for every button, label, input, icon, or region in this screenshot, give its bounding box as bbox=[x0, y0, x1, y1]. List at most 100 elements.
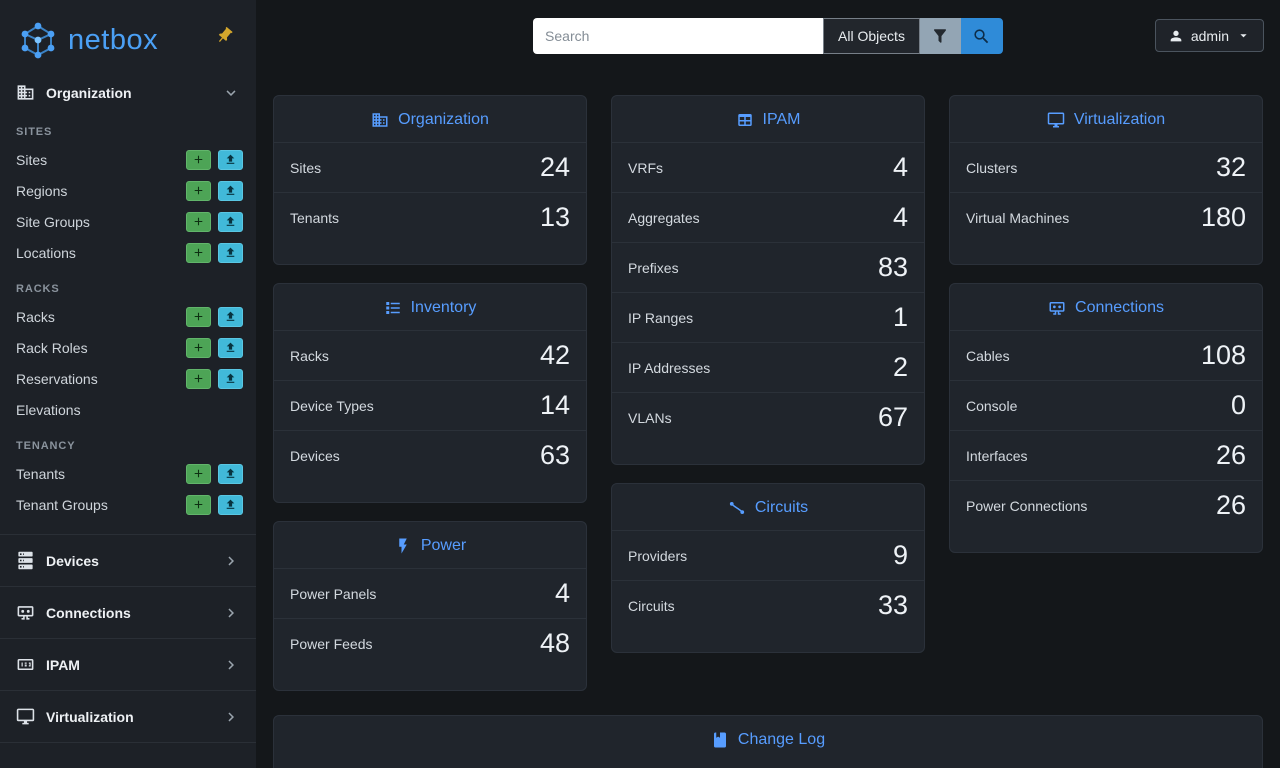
sidebar-item-racks[interactable]: Racks bbox=[0, 301, 256, 332]
nav-link[interactable]: Locations bbox=[16, 244, 76, 261]
pin-sidebar-button[interactable] bbox=[211, 22, 238, 49]
stat-value[interactable]: 48 bbox=[539, 628, 570, 658]
stat-value[interactable]: 13 bbox=[539, 202, 570, 232]
stat-value[interactable]: 4 bbox=[892, 152, 908, 182]
stat-value[interactable]: 83 bbox=[877, 252, 908, 282]
stat-label[interactable]: Virtual Machines bbox=[966, 209, 1070, 226]
username: admin bbox=[1190, 27, 1229, 44]
stat-label[interactable]: Cables bbox=[966, 347, 1010, 364]
funnel-icon bbox=[931, 27, 949, 45]
stat-value[interactable]: 14 bbox=[539, 390, 570, 420]
add-button[interactable] bbox=[186, 337, 211, 358]
stat-label[interactable]: VRFs bbox=[628, 159, 663, 176]
import-button[interactable] bbox=[218, 149, 243, 170]
search-button[interactable] bbox=[960, 18, 1003, 54]
stat-value[interactable]: 4 bbox=[892, 202, 908, 232]
sidebar-item-virtualization[interactable]: Virtualization bbox=[0, 691, 256, 743]
nav-link[interactable]: Tenants bbox=[16, 465, 66, 482]
stat-value[interactable]: 180 bbox=[1200, 202, 1246, 232]
stat-label[interactable]: Prefixes bbox=[628, 259, 679, 276]
sidebar-item-rack-roles[interactable]: Rack Roles bbox=[0, 332, 256, 363]
chevron-right-icon bbox=[222, 552, 240, 570]
stat-label[interactable]: Tenants bbox=[290, 209, 340, 226]
stat-value[interactable]: 26 bbox=[1215, 490, 1246, 520]
filter-button[interactable] bbox=[919, 18, 961, 54]
nav-link[interactable]: Racks bbox=[16, 308, 55, 325]
stat-value[interactable]: 24 bbox=[539, 152, 570, 182]
sidebar-item-connections[interactable]: Connections bbox=[0, 587, 256, 639]
sidebar-item-devices[interactable]: Devices bbox=[0, 535, 256, 587]
add-button[interactable] bbox=[186, 368, 211, 389]
stat-value[interactable]: 32 bbox=[1215, 152, 1246, 182]
import-button[interactable] bbox=[218, 494, 243, 515]
sidebar-item-elevations[interactable]: Elevations bbox=[0, 394, 256, 425]
stat-label[interactable]: Power Feeds bbox=[290, 635, 373, 652]
import-button[interactable] bbox=[218, 337, 243, 358]
stat-label[interactable]: Devices bbox=[290, 447, 340, 464]
stat-value[interactable]: 63 bbox=[539, 440, 570, 470]
stat-label[interactable]: Circuits bbox=[628, 597, 675, 614]
user-menu-button[interactable]: admin bbox=[1154, 19, 1264, 52]
card-title-text: Inventory bbox=[410, 299, 477, 316]
stat-label[interactable]: Sites bbox=[290, 159, 322, 176]
import-button[interactable] bbox=[218, 368, 243, 389]
stat-value[interactable]: 2 bbox=[892, 352, 908, 382]
stat-label[interactable]: Interfaces bbox=[966, 447, 1028, 464]
nav-link[interactable]: Regions bbox=[16, 182, 68, 199]
nav-link[interactable]: Sites bbox=[16, 151, 48, 168]
import-button[interactable] bbox=[218, 463, 243, 484]
add-button[interactable] bbox=[186, 149, 211, 170]
stat-label[interactable]: Aggregates bbox=[628, 209, 700, 226]
add-button[interactable] bbox=[186, 180, 211, 201]
sidebar-item-organization[interactable]: Organization bbox=[0, 74, 256, 111]
stat-value[interactable]: 4 bbox=[554, 578, 570, 608]
import-button[interactable] bbox=[218, 211, 243, 232]
sidebar-item-ipam[interactable]: IPAM bbox=[0, 639, 256, 691]
stat-value[interactable]: 0 bbox=[1230, 390, 1246, 420]
monitor-icon bbox=[1047, 111, 1065, 129]
stat-label[interactable]: Racks bbox=[290, 347, 329, 364]
nav-link[interactable]: Tenant Groups bbox=[16, 496, 108, 513]
nav-link[interactable]: Elevations bbox=[16, 401, 81, 418]
stat-label[interactable]: Providers bbox=[628, 547, 688, 564]
import-button[interactable] bbox=[218, 242, 243, 263]
sidebar-item-tenants[interactable]: Tenants bbox=[0, 458, 256, 489]
stat-value[interactable]: 108 bbox=[1200, 340, 1246, 370]
add-button[interactable] bbox=[186, 494, 211, 515]
add-button[interactable] bbox=[186, 211, 211, 232]
object-type-dropdown[interactable]: All Objects bbox=[823, 18, 920, 54]
stat-value[interactable]: 67 bbox=[877, 402, 908, 432]
import-button[interactable] bbox=[218, 180, 243, 201]
organization-card: Organization Sites 24 Tenants 13 bbox=[273, 95, 587, 265]
stat-label[interactable]: IP Ranges bbox=[628, 309, 694, 326]
search-input[interactable] bbox=[533, 18, 824, 54]
sidebar-item-site-groups[interactable]: Site Groups bbox=[0, 206, 256, 237]
nav-link[interactable]: Site Groups bbox=[16, 213, 90, 230]
stat-value[interactable]: 1 bbox=[892, 302, 908, 332]
stat-label[interactable]: Power Connections bbox=[966, 497, 1088, 514]
sidebar-item-reservations[interactable]: Reservations bbox=[0, 363, 256, 394]
stat-label[interactable]: Clusters bbox=[966, 159, 1018, 176]
stat-value[interactable]: 33 bbox=[877, 590, 908, 620]
sidebar-item-locations[interactable]: Locations bbox=[0, 237, 256, 268]
stat-label[interactable]: Power Panels bbox=[290, 585, 377, 602]
stat-value[interactable]: 26 bbox=[1215, 440, 1246, 470]
nav-link[interactable]: Rack Roles bbox=[16, 339, 88, 356]
sidebar-item-regions[interactable]: Regions bbox=[0, 175, 256, 206]
stat-value[interactable]: 42 bbox=[539, 340, 570, 370]
stat-row: IP Ranges 1 bbox=[612, 292, 924, 342]
add-button[interactable] bbox=[186, 306, 211, 327]
stat-label[interactable]: VLANs bbox=[628, 409, 672, 426]
stat-label[interactable]: Device Types bbox=[290, 397, 374, 414]
add-button[interactable] bbox=[186, 242, 211, 263]
import-button[interactable] bbox=[218, 306, 243, 327]
nav-section-racks: Racks bbox=[16, 283, 60, 295]
stat-label[interactable]: Console bbox=[966, 397, 1018, 414]
stat-value[interactable]: 9 bbox=[892, 540, 908, 570]
sidebar-item-sites[interactable]: Sites bbox=[0, 144, 256, 175]
nav-link[interactable]: Reservations bbox=[16, 370, 98, 387]
sidebar-item-tenant-groups[interactable]: Tenant Groups bbox=[0, 489, 256, 520]
add-button[interactable] bbox=[186, 463, 211, 484]
card-title-text: Circuits bbox=[754, 499, 809, 516]
stat-label[interactable]: IP Addresses bbox=[628, 359, 711, 376]
